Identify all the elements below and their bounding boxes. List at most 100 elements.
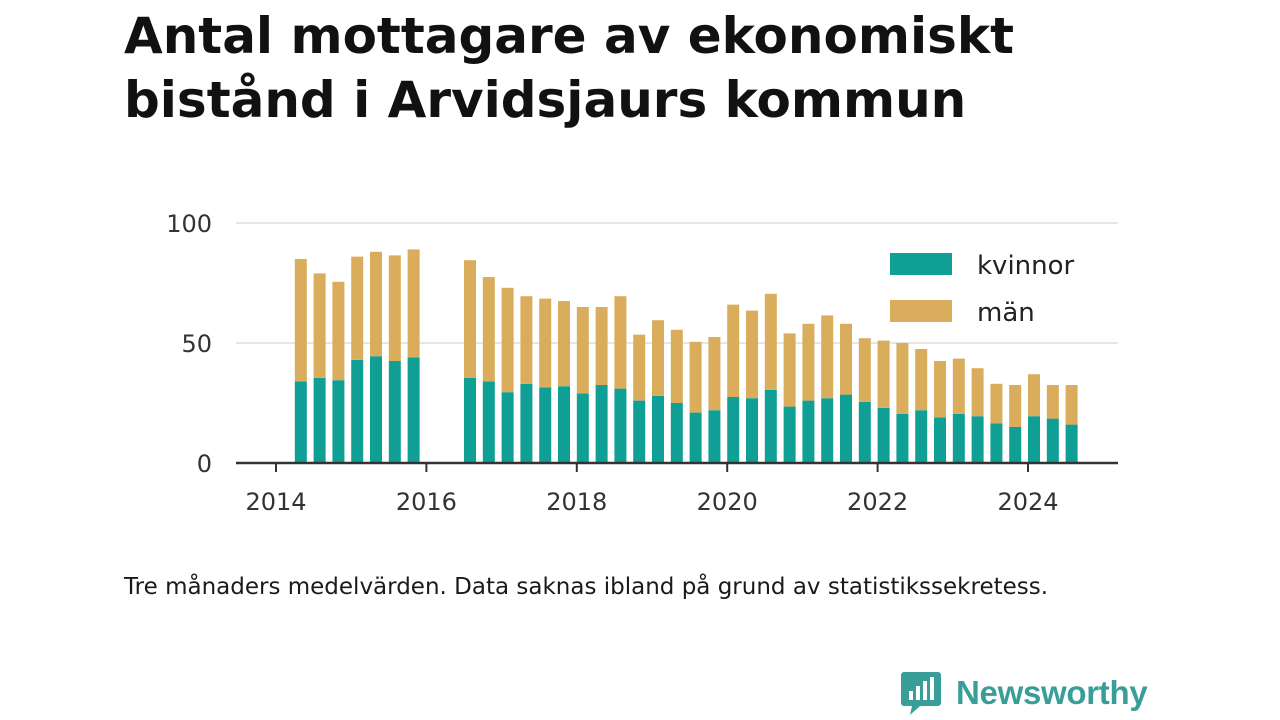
- bar-man: [1065, 385, 1078, 425]
- bar-kvinnor: [708, 410, 721, 463]
- bar-kvinnor: [670, 403, 683, 463]
- legend-label: män: [977, 298, 1035, 328]
- bar-man: [633, 334, 646, 401]
- bar-man: [877, 340, 890, 408]
- bar-kvinnor: [858, 401, 871, 463]
- brand-name: Newsworthy: [956, 674, 1148, 711]
- bar-kvinnor: [464, 377, 477, 463]
- bar-man: [464, 260, 477, 378]
- bar-kvinnor: [294, 381, 307, 463]
- bar-man: [670, 329, 683, 403]
- axes: 0 50 100 2014 2016 2018 2020 2022 2024: [166, 210, 1118, 516]
- bar-kvinnor: [1046, 418, 1059, 463]
- bar-kvinnor: [1028, 416, 1041, 463]
- bar-man: [689, 341, 702, 413]
- x-tick-label: 2024: [997, 488, 1058, 516]
- bar-kvinnor: [802, 400, 815, 463]
- bar-man: [313, 273, 326, 378]
- bar-kvinnor: [576, 393, 589, 463]
- bar-kvinnor: [1065, 424, 1078, 463]
- bar-man: [727, 304, 740, 397]
- bar-man: [558, 301, 571, 387]
- x-tick-label: 2014: [245, 488, 306, 516]
- bar-kvinnor: [840, 394, 853, 463]
- bar-man: [595, 307, 608, 385]
- bar-man: [990, 383, 1003, 424]
- bar-man: [858, 338, 871, 402]
- bar-kvinnor: [501, 392, 514, 463]
- bar-man: [407, 249, 420, 358]
- bar-man: [614, 296, 627, 389]
- bar-man: [840, 323, 853, 395]
- bar-kvinnor: [689, 412, 702, 463]
- bar-man: [294, 259, 307, 382]
- chart-title: Antal mottagare av ekonomiskt bistånd i …: [124, 7, 1014, 129]
- bar-man: [746, 310, 759, 399]
- x-tick-label: 2022: [847, 488, 908, 516]
- y-tick-label: 50: [181, 330, 212, 358]
- bar-man: [332, 281, 345, 381]
- bars: [294, 249, 1078, 463]
- bar-man: [971, 368, 984, 417]
- bar-man: [934, 361, 947, 418]
- bar-man: [952, 358, 965, 414]
- bar-man: [896, 343, 909, 414]
- bar-kvinnor: [595, 385, 608, 463]
- bar-kvinnor: [332, 380, 345, 463]
- legend: kvinnor män: [890, 251, 1075, 328]
- bar-chart: 0 50 100 2014 2016 2018 2020 2022 2024 kvinnor mä…: [166, 210, 1118, 516]
- bar-kvinnor: [971, 416, 984, 463]
- bar-kvinnor: [652, 395, 665, 463]
- bar-kvinnor: [539, 387, 552, 463]
- bar-man: [802, 323, 815, 401]
- bar-kvinnor: [482, 381, 495, 463]
- legend-swatch: [890, 253, 952, 275]
- bar-kvinnor: [934, 417, 947, 463]
- bar-kvinnor: [313, 377, 326, 463]
- bar-kvinnor: [915, 410, 928, 463]
- bar-man: [708, 337, 721, 411]
- bar-kvinnor: [520, 383, 533, 463]
- x-tick-label: 2016: [396, 488, 457, 516]
- chart-note: Tre månaders medelvärden. Data saknas ib…: [124, 574, 1049, 600]
- bar-kvinnor: [783, 406, 796, 463]
- bar-kvinnor: [990, 423, 1003, 463]
- brand-logo: Newsworthy: [900, 668, 1148, 718]
- bar-kvinnor: [351, 359, 364, 463]
- bar-kvinnor: [821, 398, 834, 463]
- bar-man: [1046, 385, 1059, 419]
- x-tick-label: 2018: [546, 488, 607, 516]
- legend-label: kvinnor: [977, 251, 1075, 281]
- bar-man: [370, 251, 383, 357]
- bar-man: [821, 315, 834, 399]
- bar-man: [351, 256, 364, 360]
- bar-kvinnor: [952, 413, 965, 463]
- bar-kvinnor: [746, 398, 759, 463]
- bar-man: [1009, 385, 1022, 427]
- bar-man: [1028, 374, 1041, 417]
- bar-man: [539, 298, 552, 388]
- legend-swatch: [890, 300, 952, 322]
- y-tick-label: 0: [197, 450, 212, 478]
- newsworthy-chart-icon: [901, 672, 941, 715]
- bar-kvinnor: [407, 357, 420, 463]
- bar-man: [520, 296, 533, 384]
- x-tick-label: 2020: [697, 488, 758, 516]
- bar-man: [576, 307, 589, 394]
- bar-man: [388, 255, 401, 361]
- bar-man: [501, 287, 514, 393]
- bar-kvinnor: [764, 389, 777, 463]
- y-tick-label: 100: [166, 210, 212, 238]
- bar-kvinnor: [633, 400, 646, 463]
- bar-man: [652, 320, 665, 396]
- bar-kvinnor: [896, 413, 909, 463]
- bar-man: [764, 293, 777, 390]
- bar-kvinnor: [877, 407, 890, 463]
- bar-man: [482, 277, 495, 382]
- bar-kvinnor: [558, 386, 571, 463]
- bar-kvinnor: [370, 356, 383, 463]
- bar-kvinnor: [727, 397, 740, 463]
- bar-kvinnor: [1009, 427, 1022, 463]
- bar-man: [783, 333, 796, 407]
- bar-man: [915, 349, 928, 411]
